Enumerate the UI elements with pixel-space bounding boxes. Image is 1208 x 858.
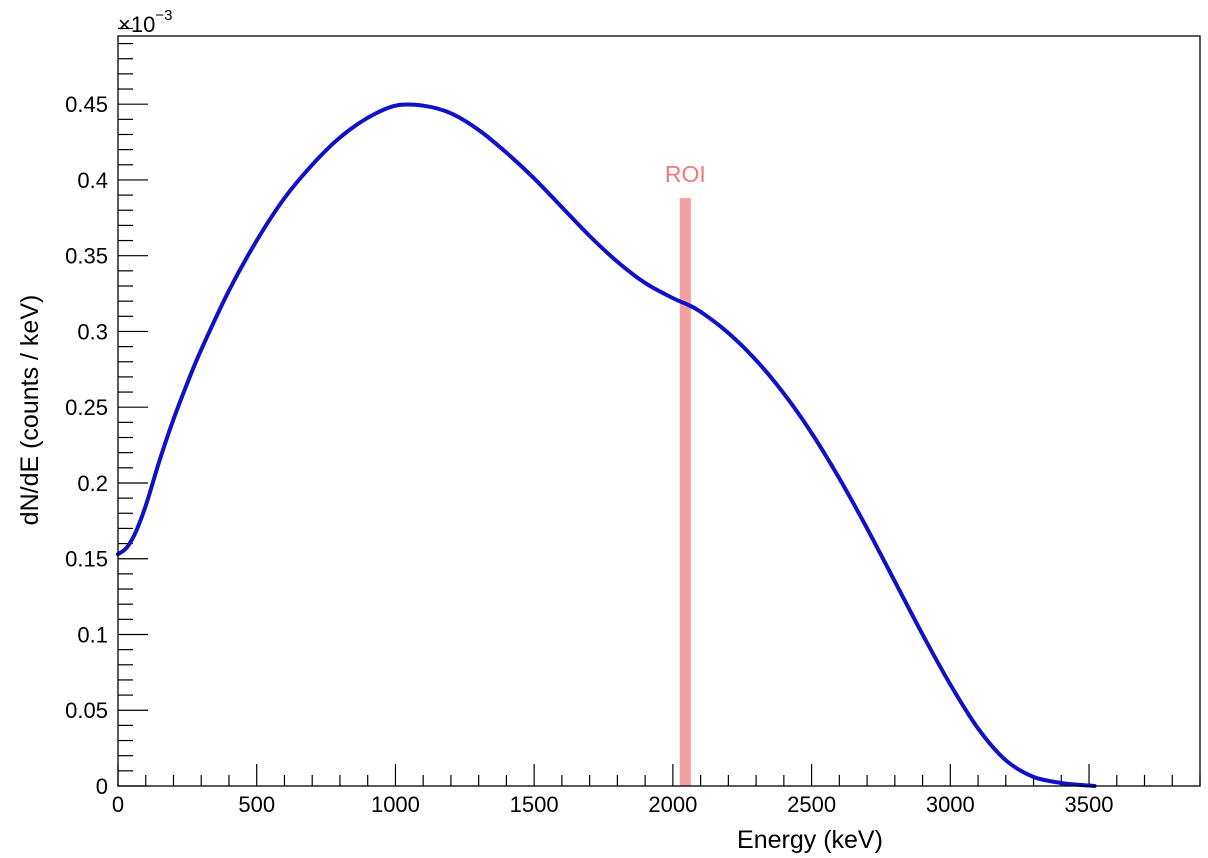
roi-label: ROI bbox=[665, 161, 706, 187]
roi-layer: ROI bbox=[665, 161, 706, 786]
y-tick-label: 0.2 bbox=[77, 471, 108, 496]
x-axis-title: Energy (keV) bbox=[737, 826, 883, 854]
y-multiplier-exponent: −3 bbox=[155, 7, 172, 24]
x-tick-label: 3000 bbox=[926, 792, 975, 817]
labels-layer: 0 500 1000 1500 2000 2500 3000 3500 0 0.05 0.1 0.15… bbox=[65, 92, 1113, 817]
y-axis-multiplier: ×10−3 bbox=[118, 7, 172, 37]
plot-frame bbox=[117, 35, 1201, 787]
series-line bbox=[116, 102, 1097, 788]
series-layer bbox=[116, 102, 1097, 788]
y-tick-label: 0.45 bbox=[65, 92, 108, 117]
x-tick-label: 3500 bbox=[1065, 792, 1114, 817]
x-tick-label: 500 bbox=[238, 792, 275, 817]
y-tick-label: 0.35 bbox=[65, 244, 108, 269]
roi-band bbox=[679, 198, 691, 786]
x-tick-label: 0 bbox=[112, 792, 124, 817]
y-tick-label: 0.4 bbox=[77, 168, 108, 193]
x-tick-label: 2500 bbox=[787, 792, 836, 817]
y-tick-label: 0.25 bbox=[65, 395, 108, 420]
x-tick-label: 1500 bbox=[510, 792, 559, 817]
y-tick-label: 0.1 bbox=[77, 622, 108, 647]
y-tick-label: 0.3 bbox=[77, 319, 108, 344]
y-tick-label: 0.05 bbox=[65, 698, 108, 723]
x-tick-label: 1000 bbox=[371, 792, 420, 817]
y-axis-title: dN/dE (counts / keV) bbox=[16, 295, 44, 526]
x-tick-label: 2000 bbox=[648, 792, 697, 817]
y-tick-label: 0 bbox=[96, 774, 108, 799]
ticks-layer bbox=[117, 27, 1201, 787]
y-tick-label: 0.15 bbox=[65, 547, 108, 572]
y-multiplier-base: ×10 bbox=[118, 12, 155, 37]
